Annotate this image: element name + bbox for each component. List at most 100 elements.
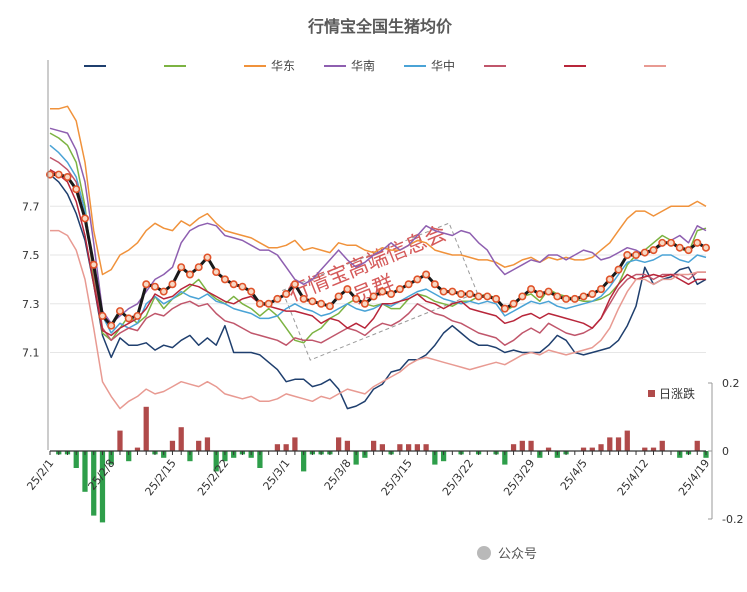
national-average-point [352,294,361,303]
national-average-point [527,285,536,294]
y-tick-label: 7.5 [22,249,40,262]
national-average-point [63,173,72,182]
national-average-point [544,287,553,296]
x-tick-label: 25/3/1 [260,457,292,493]
x-tick-label: 25/2/22 [195,457,231,498]
national-average-point [658,238,667,247]
daily-change-bar [82,451,88,492]
daily-change-bar [257,451,263,468]
daily-change-bar [379,444,385,451]
daily-change-bar [108,451,114,465]
national-average-point [614,265,623,274]
national-average-point [54,170,63,179]
national-average-point [562,294,571,303]
daily-change-bar [589,447,595,451]
daily-change-bar [405,444,412,451]
national-average-point [150,282,159,291]
daily-change-bar [615,437,622,451]
national-average-point [133,311,142,320]
daily-change-bar [397,444,403,451]
national-average-point [124,314,133,323]
y-tick-label: 7.1 [22,347,40,360]
daily-change-bar [134,447,141,451]
bar-legend-label: 日涨跌 [659,386,695,401]
national-average-point [177,263,186,272]
national-average-point [632,251,641,260]
daily-change-bar [117,430,123,451]
national-average-point [325,302,334,311]
national-average-point [273,294,282,303]
national-average-point [72,185,81,194]
daily-change-bar [301,451,307,472]
national-average-point [168,280,177,289]
daily-change-bar [545,447,552,451]
daily-change-bar [607,437,613,451]
watermark-box [281,222,478,361]
x-tick-label: 25/3/15 [379,457,415,498]
national-average-point [299,294,308,303]
national-average-point [457,289,466,298]
daily-change-bar [659,440,665,451]
daily-change-bar [213,451,219,472]
y-tick-label: 7.7 [22,200,40,213]
daily-change-bar [204,437,211,451]
x-tick-label: 25/4/19 [676,457,712,498]
x-tick-label: 25/3/8 [322,457,354,493]
y-tick-label: 7.3 [22,298,40,311]
footer-text: 公众号 [498,547,537,562]
national-average-point [474,292,483,301]
national-average-point [212,268,221,277]
national-average-point [422,270,431,279]
national-average-point [483,292,492,301]
national-average-point [203,253,212,262]
national-average-point [465,289,474,298]
series-line [49,127,707,325]
national-average-point [317,299,326,308]
national-average-point [360,299,369,308]
daily-change-bar [283,444,289,451]
national-average-point [535,289,544,298]
legend-label: 华中 [431,58,455,73]
national-average-point [308,297,317,306]
daily-change-bar [143,406,149,451]
wechat-icon [477,546,491,560]
series-line [49,144,707,334]
daily-change-bar [187,451,193,462]
national-average-point [518,292,527,301]
x-tick-label: 25/2/15 [142,457,178,498]
national-average-point [343,285,352,294]
x-tick-label: 25/4/12 [615,457,651,498]
daily-change-bar [519,440,525,451]
national-average-point [500,304,509,313]
daily-change-bar [642,447,648,451]
series-line [50,229,706,410]
daily-change-bar [598,444,604,451]
national-average-point [80,214,89,223]
daily-change-bar [510,444,517,451]
daily-change-bar [580,447,587,451]
national-average-point [247,287,256,296]
national-average-point [229,280,238,289]
daily-change-bar [73,451,79,468]
national-average-point [684,246,693,255]
daily-change-bar [502,451,508,465]
national-average-point [509,299,518,308]
daily-change-bar [344,440,351,451]
national-average-point [334,292,343,301]
daily-change-bar [440,451,447,462]
national-average-point [107,321,116,330]
national-average-line [50,173,707,328]
series-line [50,105,707,276]
daily-change-bar [292,437,298,451]
daily-change-bar [694,440,700,451]
daily-change-bar [528,440,534,451]
daily-change-bars [56,406,709,523]
national-average-point [413,275,422,284]
x-tick-label: 25/2/1 [24,457,56,493]
series-line [49,132,707,344]
series-line [49,169,706,337]
daily-change-bar [371,440,377,451]
right-tick-label: -0.2 [722,513,743,526]
